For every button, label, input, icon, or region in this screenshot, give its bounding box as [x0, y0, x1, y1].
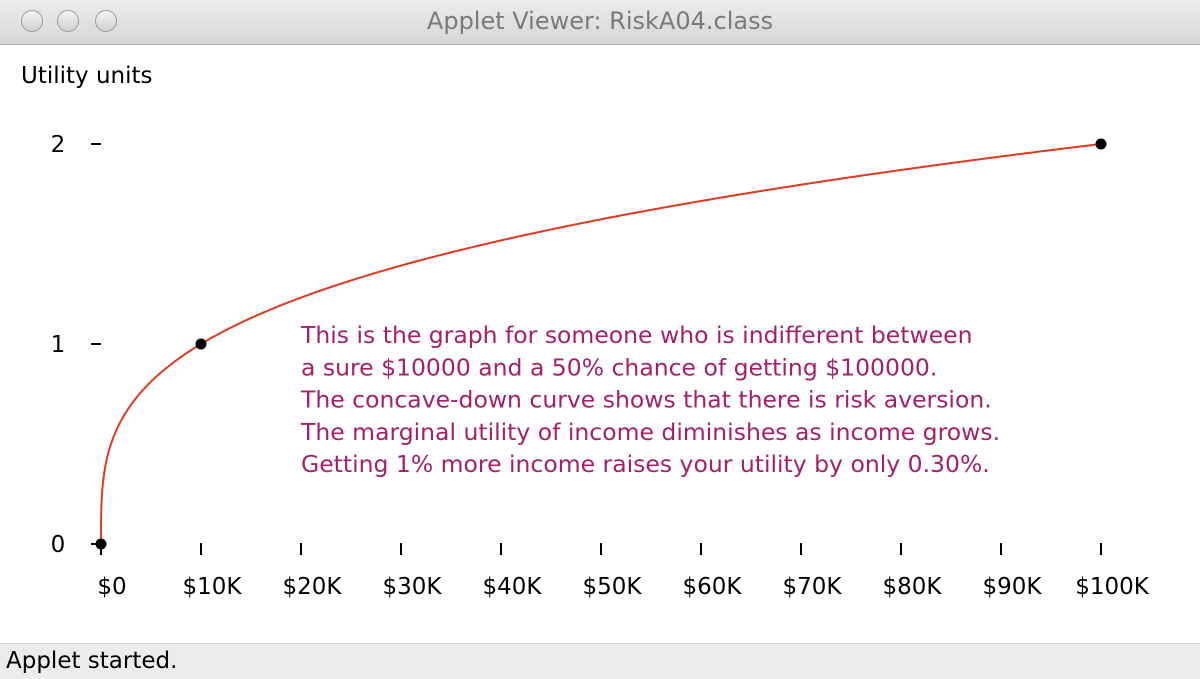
- applet-canvas: Utility units 0 1 2 $0 $10K $20K $30K $40K $50K…: [0, 45, 1200, 643]
- x-tick-label: $20K: [283, 574, 343, 600]
- x-tick-label: $100K: [1075, 574, 1150, 600]
- x-tick-label: $70K: [783, 574, 843, 600]
- y-tick-label: 0: [51, 532, 66, 558]
- annotation-line: The marginal utility of income diminishe…: [300, 418, 1000, 446]
- annotation-line: a sure $10000 and a 50% chance of gettin…: [301, 353, 937, 381]
- x-tick-label: $60K: [683, 574, 743, 600]
- x-tick-label: $80K: [883, 574, 943, 600]
- annotation-line: The concave-down curve shows that there …: [300, 386, 992, 414]
- data-point: [95, 538, 107, 550]
- minimize-window-icon[interactable]: [57, 10, 79, 32]
- x-tick-label: $50K: [583, 574, 643, 600]
- utility-curve: [100, 143, 1102, 544]
- y-tick-label: 1: [51, 332, 66, 358]
- x-tick-label: $10K: [183, 574, 243, 600]
- y-tick-label: 2: [51, 132, 66, 158]
- y-axis-label: Utility units: [21, 63, 153, 89]
- utility-chart: Utility units 0 1 2 $0 $10K $20K $30K $40K $50K…: [21, 63, 1150, 600]
- annotation-line: Getting 1% more income raises your utili…: [301, 450, 990, 478]
- x-tick-label: $90K: [983, 574, 1043, 600]
- data-point: [195, 338, 207, 350]
- window-title: Applet Viewer: RiskA04.class: [426, 7, 774, 35]
- x-tick-label: $40K: [483, 574, 543, 600]
- zoom-window-icon[interactable]: [95, 10, 117, 32]
- close-window-icon[interactable]: [21, 10, 43, 32]
- status-text: Applet started.: [6, 648, 178, 674]
- data-point: [1095, 138, 1107, 150]
- x-tick-label: $0: [97, 574, 126, 600]
- annotation-text: This is the graph for someone who is ind…: [300, 321, 1000, 478]
- annotation-line: This is the graph for someone who is ind…: [300, 321, 973, 349]
- title-bar: Applet Viewer: RiskA04.class: [0, 0, 1200, 45]
- status-bar: Applet started.: [0, 643, 1200, 679]
- x-tick-label: $30K: [383, 574, 443, 600]
